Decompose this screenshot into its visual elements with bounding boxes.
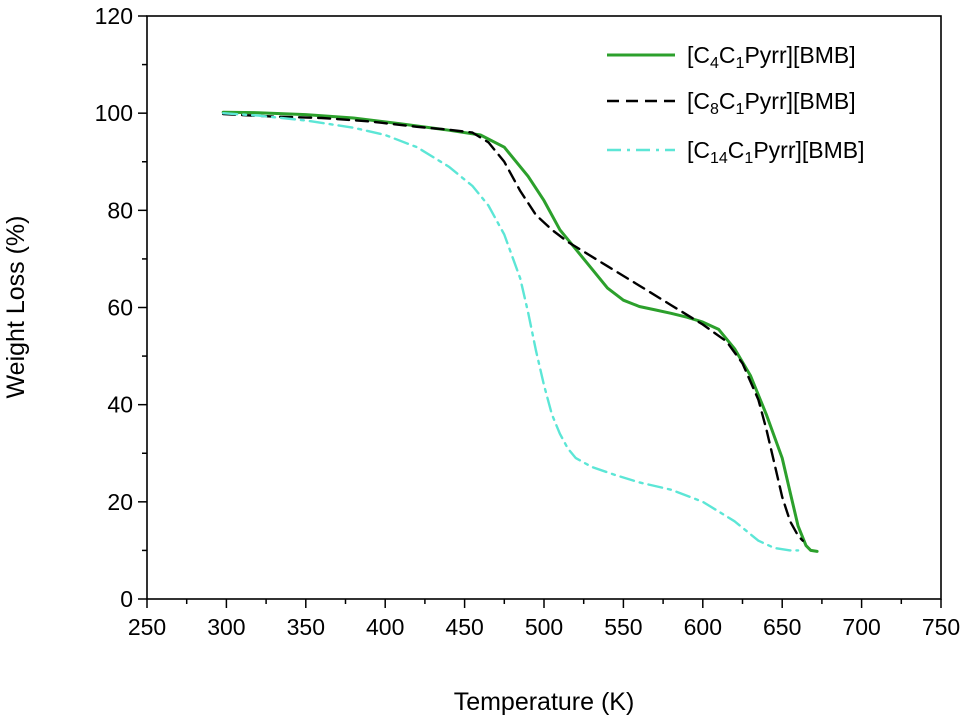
x-tick-label: 400 [366,614,404,640]
x-tick-label: 250 [128,614,166,640]
x-tick-label: 550 [604,614,642,640]
y-tick-label: 20 [107,489,133,515]
x-tick-label: 700 [842,614,880,640]
y-axis-title: Weight Loss (%) [2,216,30,399]
y-tick-label: 120 [95,3,133,29]
x-tick-label: 650 [763,614,801,640]
legend-label-2: [C8C1Pyrr][BMB] [687,88,856,118]
y-tick-label: 0 [120,586,133,612]
legend: [C4C1Pyrr][BMB] [C8C1Pyrr][BMB] [C14C1Pyrr… [607,42,865,167]
x-tick-label: 450 [445,614,483,640]
x-tick-label: 300 [207,614,245,640]
y-tick-label: 40 [107,392,133,418]
x-axis-title: Temperature (K) [454,688,635,716]
y-tick-label: 100 [95,100,133,126]
x-tick-label: 600 [684,614,722,640]
x-tick-label: 750 [922,614,960,640]
y-tick-label: 60 [107,295,133,321]
y-tick-label: 80 [107,197,133,223]
series-line-2 [221,112,804,542]
axis-ticks [138,15,942,608]
axis-tick-labels: 250 300 350 400 450 500 550 600 650 700 750 0 20 40 60… [95,3,961,640]
x-tick-label: 350 [287,614,325,640]
series-line-3 [221,111,800,552]
x-tick-label: 500 [525,614,563,640]
legend-label-3: [C14C1Pyrr][BMB] [687,137,865,167]
series-line-1 [221,110,819,553]
legend-label-1: [C4C1Pyrr][BMB] [687,42,856,72]
series-lines [221,110,819,553]
